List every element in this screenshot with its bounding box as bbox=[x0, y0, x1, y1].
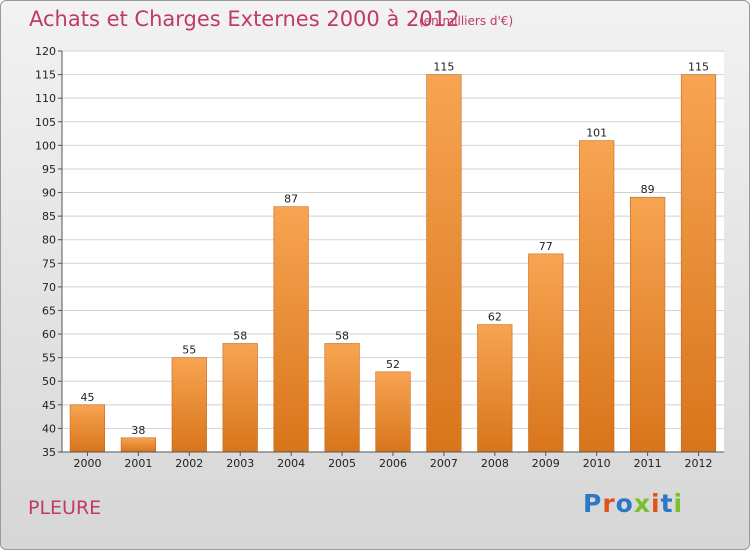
bar-2005 bbox=[324, 343, 360, 453]
bar-2008 bbox=[477, 324, 513, 453]
y-tick-label: 65 bbox=[42, 304, 56, 317]
bar-2000 bbox=[69, 404, 105, 453]
logo-letter: P bbox=[583, 489, 603, 518]
y-tick-label: 85 bbox=[42, 210, 56, 223]
bar-2012 bbox=[680, 74, 717, 453]
y-tick-label: 45 bbox=[42, 399, 56, 412]
y-tick-label: 75 bbox=[42, 257, 56, 270]
chart-subtitle: (en milliers d'€) bbox=[419, 14, 514, 28]
bar-2002 bbox=[171, 357, 207, 453]
bar-2004 bbox=[273, 206, 309, 453]
bar-value-label: 45 bbox=[80, 391, 94, 404]
logo-letter: x bbox=[633, 489, 651, 518]
x-tick-label: 2004 bbox=[277, 457, 305, 470]
bar-2010 bbox=[579, 140, 615, 453]
bar-value-label: 52 bbox=[386, 358, 400, 371]
bar-value-label: 62 bbox=[488, 311, 502, 324]
bar-value-label: 38 bbox=[131, 424, 145, 437]
x-tick-label: 2007 bbox=[430, 457, 458, 470]
chart-title: Achats et Charges Externes 2000 à 2012 bbox=[29, 7, 460, 31]
bar-value-label: 115 bbox=[433, 61, 454, 74]
proxiti-logo[interactable]: Proxiti bbox=[583, 489, 683, 518]
x-tick-label: 2008 bbox=[481, 457, 509, 470]
bar-value-label: 58 bbox=[233, 329, 247, 342]
x-tick-label: 2011 bbox=[634, 457, 662, 470]
bar-2011 bbox=[629, 196, 666, 453]
x-tick-label: 2002 bbox=[175, 457, 203, 470]
y-tick-label: 100 bbox=[35, 139, 56, 152]
bar-value-label: 55 bbox=[182, 344, 196, 357]
x-tick-label: 2003 bbox=[226, 457, 254, 470]
bar-value-label: 87 bbox=[284, 193, 298, 206]
y-tick-label: 50 bbox=[42, 375, 56, 388]
logo-letter: i bbox=[673, 489, 684, 518]
bar-value-label: 115 bbox=[688, 61, 709, 74]
logo-letter: r bbox=[602, 489, 616, 518]
logo-letter: o bbox=[615, 489, 634, 518]
x-axis: 2000 2001 2002 2003 2004 2005 2006 2007 2008 2009… bbox=[62, 451, 724, 470]
y-tick-label: 60 bbox=[42, 328, 56, 341]
bar-value-label: 101 bbox=[586, 127, 607, 140]
y-tick-label: 110 bbox=[35, 92, 56, 105]
y-tick-label: 70 bbox=[42, 281, 56, 294]
y-tick-label: 90 bbox=[42, 187, 56, 200]
bar-2003 bbox=[222, 343, 258, 453]
x-tick-label: 2000 bbox=[73, 457, 101, 470]
y-tick-label: 95 bbox=[42, 163, 56, 176]
x-tick-label: 2009 bbox=[532, 457, 560, 470]
x-tick-label: 2012 bbox=[685, 457, 713, 470]
bar-2007 bbox=[426, 74, 462, 453]
bar-value-label: 89 bbox=[641, 183, 655, 196]
y-tick-label: 55 bbox=[42, 352, 56, 365]
y-tick-label: 35 bbox=[42, 446, 56, 459]
y-tick-label: 120 bbox=[35, 45, 56, 58]
logo-letter: i bbox=[651, 489, 661, 518]
x-tick-label: 2001 bbox=[124, 457, 152, 470]
y-tick-label: 105 bbox=[35, 116, 56, 129]
y-axis: 35 40 45 50 55 60 65 70 75 80 85 90 95 100 105 110 115 12… bbox=[35, 45, 63, 459]
logo-letter: t bbox=[660, 489, 674, 518]
bar-2006 bbox=[375, 371, 411, 453]
bars: 45 38 55 58 87 58 52 115 62 77 101 89 115 bbox=[69, 61, 717, 453]
x-tick-label: 2005 bbox=[328, 457, 356, 470]
x-tick-label: 2006 bbox=[379, 457, 407, 470]
bar-2001 bbox=[120, 437, 156, 453]
commune-name: PLEURE bbox=[28, 497, 102, 519]
x-tick-label: 2010 bbox=[583, 457, 611, 470]
y-tick-label: 80 bbox=[42, 234, 56, 247]
y-tick-label: 115 bbox=[35, 69, 56, 82]
bar-value-label: 77 bbox=[539, 240, 553, 253]
bar-value-label: 58 bbox=[335, 329, 349, 342]
bar-2009 bbox=[528, 253, 564, 453]
y-tick-label: 40 bbox=[42, 422, 56, 435]
